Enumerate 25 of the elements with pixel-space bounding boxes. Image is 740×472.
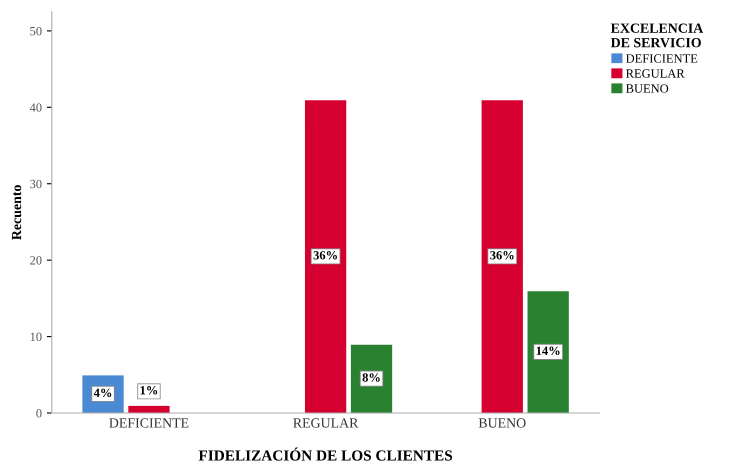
y-tick-label: 20 [30, 256, 42, 265]
annotation: 14% [536, 346, 560, 356]
y-tick-label: 10 [30, 332, 42, 342]
x-tick-label: BUENO [478, 418, 526, 428]
annotation: 36% [314, 251, 337, 260]
legend-label: DEFICIENTE [626, 54, 698, 63]
y-tick-label: 40 [30, 103, 42, 112]
annotation: 4% [94, 388, 112, 398]
x-axis-title: FIDELIZACIÓN DE LOS CLIENTES [198, 447, 452, 461]
bar [480, 99, 524, 413]
y-tick-label: 50 [30, 26, 42, 36]
annotation: 36% [490, 251, 514, 260]
bar [526, 290, 570, 413]
annotation: 1% [140, 386, 158, 394]
y-tick-label: 0 [36, 409, 42, 418]
legend-label: BUENO [626, 84, 668, 93]
y-axis-title: Recuento [12, 185, 22, 240]
bar [127, 404, 171, 413]
y-tick-label: 30 [30, 180, 42, 188]
x-tick-label: DEFICIENTE [109, 418, 188, 428]
annotation: 8% [362, 373, 380, 382]
bar [304, 99, 348, 413]
x-tick-label: REGULAR [293, 418, 358, 428]
legend-title: EXCELENCIA DE SERVICIO [610, 23, 704, 48]
legend-label: REGULAR [626, 69, 685, 78]
